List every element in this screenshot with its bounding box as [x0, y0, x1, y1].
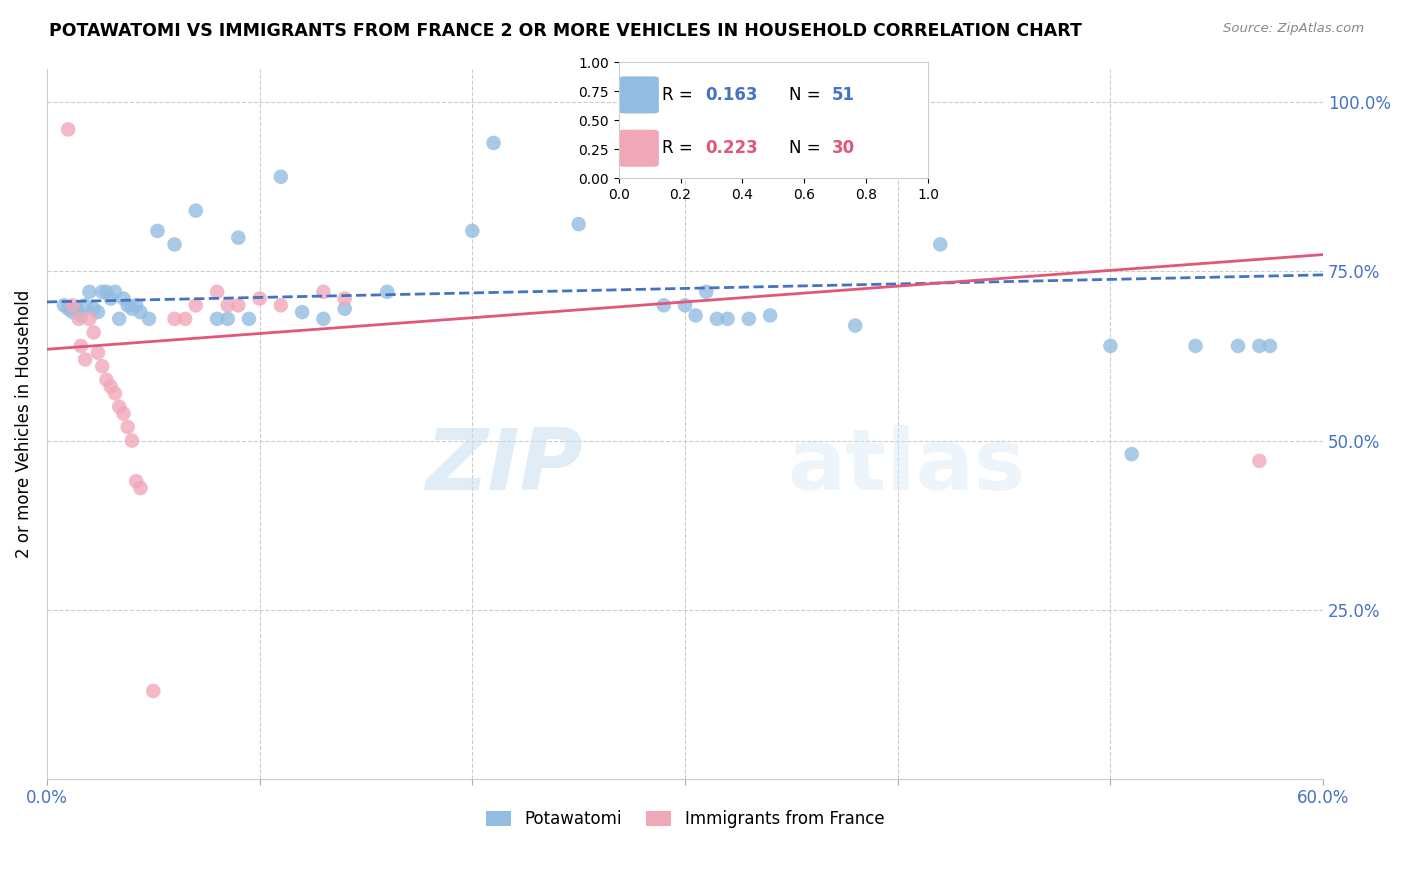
Point [142, 684, 165, 698]
Point [759, 309, 782, 323]
Point [1184, 339, 1206, 353]
Point [56, 301, 79, 316]
Point [568, 217, 591, 231]
Point [270, 169, 292, 184]
Point [217, 298, 239, 312]
Point [100, 292, 122, 306]
Point [91, 285, 114, 299]
Point [844, 318, 866, 333]
Point [146, 224, 169, 238]
Point [87, 345, 110, 359]
Point [83, 301, 105, 316]
Point [184, 203, 207, 218]
Point [929, 237, 952, 252]
Point [96, 285, 118, 299]
Point [738, 311, 761, 326]
Text: ZIP: ZIP [425, 425, 583, 508]
Point [312, 311, 335, 326]
Point [238, 311, 260, 326]
Point [375, 285, 398, 299]
Text: 0.163: 0.163 [706, 86, 758, 103]
Point [79, 311, 101, 326]
Point [70, 339, 93, 353]
Text: N =: N = [789, 86, 825, 103]
Point [96, 373, 118, 387]
Point [205, 285, 228, 299]
Point [104, 386, 127, 401]
Text: POTAWATOMI VS IMMIGRANTS FROM FRANCE 2 OR MORE VEHICLES IN HOUSEHOLD CORRELATION: POTAWATOMI VS IMMIGRANTS FROM FRANCE 2 O… [49, 22, 1083, 40]
Point [228, 230, 250, 244]
Point [163, 237, 186, 252]
Point [112, 292, 135, 306]
Point [184, 298, 207, 312]
Point [333, 292, 356, 306]
Point [125, 474, 148, 488]
Point [482, 136, 505, 150]
Point [1227, 339, 1250, 353]
Point [205, 311, 228, 326]
Point [333, 301, 356, 316]
Text: R =: R = [662, 139, 697, 157]
Point [652, 298, 675, 312]
Point [706, 311, 728, 326]
Point [125, 298, 148, 312]
Point [673, 298, 696, 312]
Point [52, 298, 75, 312]
Legend: Potawatomi, Immigrants from France: Potawatomi, Immigrants from France [479, 803, 891, 835]
Point [129, 305, 152, 319]
Point [1121, 447, 1143, 461]
Point [56, 122, 79, 136]
Point [66, 301, 89, 316]
Point [312, 285, 335, 299]
Text: N =: N = [789, 139, 825, 157]
Point [104, 285, 127, 299]
Text: 51: 51 [832, 86, 855, 103]
Point [75, 298, 97, 312]
Point [461, 224, 484, 238]
FancyBboxPatch shape [619, 77, 659, 113]
Point [108, 311, 131, 326]
Point [1249, 339, 1271, 353]
FancyBboxPatch shape [619, 129, 659, 167]
Point [1258, 339, 1281, 353]
Point [121, 434, 143, 448]
Point [62, 305, 84, 319]
Point [70, 309, 93, 323]
Point [174, 311, 197, 326]
Point [291, 305, 314, 319]
Point [121, 301, 143, 316]
Point [163, 311, 186, 326]
Point [129, 481, 152, 495]
Point [1249, 454, 1271, 468]
Point [270, 298, 292, 312]
Point [685, 309, 707, 323]
Point [91, 359, 114, 374]
Point [228, 298, 250, 312]
Point [1099, 339, 1122, 353]
Point [217, 311, 239, 326]
Point [79, 285, 101, 299]
Point [716, 311, 738, 326]
Point [100, 379, 122, 393]
Text: 0.223: 0.223 [706, 139, 758, 157]
Text: R =: R = [662, 86, 697, 103]
Point [117, 420, 139, 434]
Point [67, 311, 90, 326]
Point [87, 305, 110, 319]
Point [62, 298, 84, 312]
Text: atlas: atlas [787, 425, 1025, 508]
Point [695, 285, 717, 299]
Y-axis label: 2 or more Vehicles in Household: 2 or more Vehicles in Household [15, 290, 32, 558]
Text: Source: ZipAtlas.com: Source: ZipAtlas.com [1223, 22, 1364, 36]
Point [117, 298, 139, 312]
Text: 30: 30 [832, 139, 855, 157]
Point [75, 352, 97, 367]
Point [108, 400, 131, 414]
Point [112, 407, 135, 421]
Point [138, 311, 160, 326]
Point [249, 292, 271, 306]
Point [83, 326, 105, 340]
